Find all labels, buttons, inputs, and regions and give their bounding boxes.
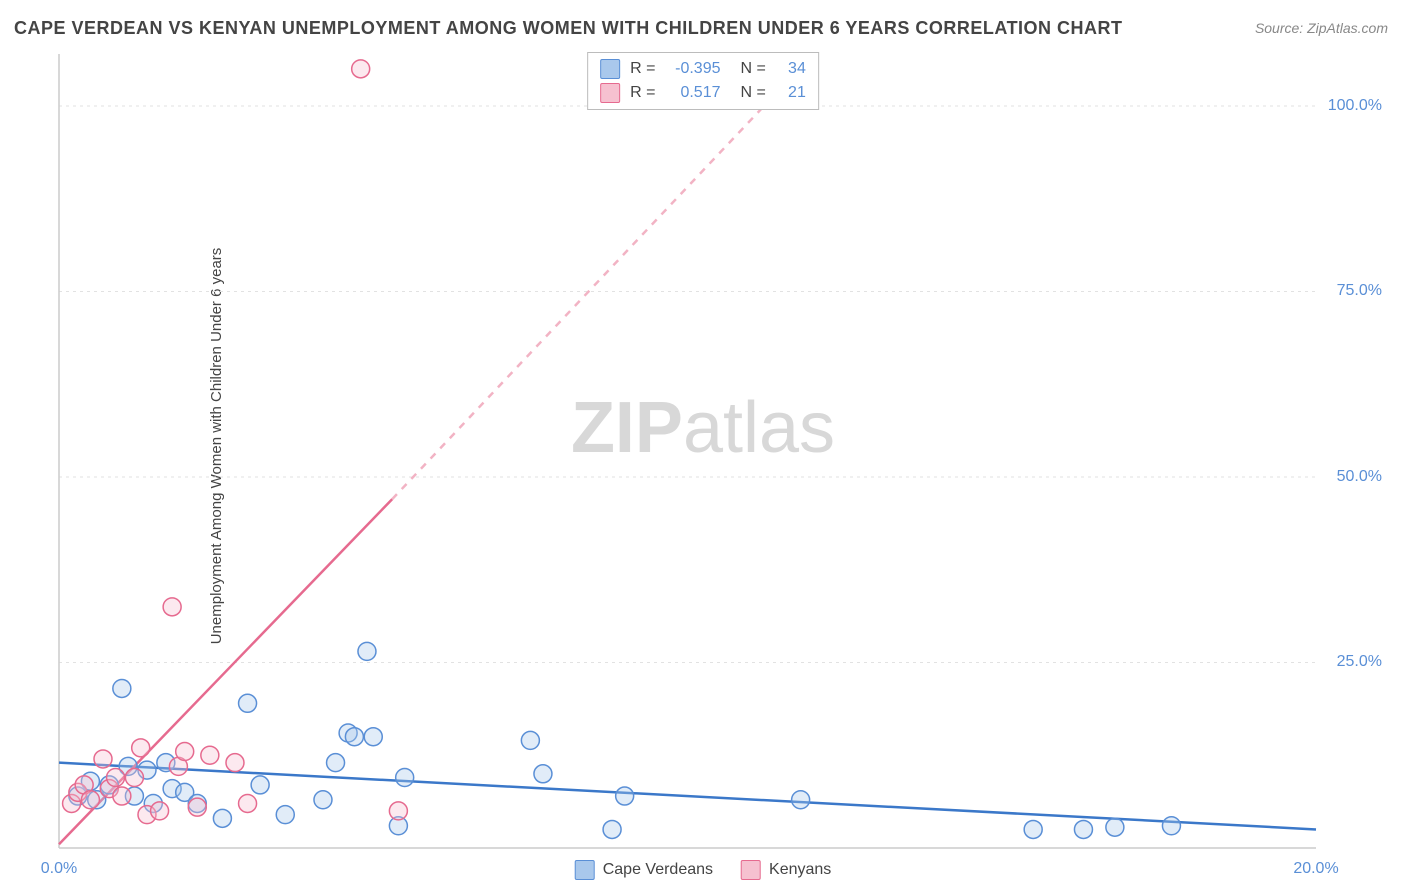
r-value: 0.517 [666,84,721,102]
y-tick-label: 50.0% [1337,468,1382,486]
legend-item: Cape Verdeans [575,860,713,880]
correlation-row: R = 0.517 N = 21 [600,81,806,105]
y-tick-label: 75.0% [1337,282,1382,300]
r-label: R = [630,60,655,78]
chart-title: CAPE VERDEAN VS KENYAN UNEMPLOYMENT AMON… [14,18,1123,39]
n-value: 21 [776,84,806,102]
legend-item: Kenyans [741,860,831,880]
swatch-icon [575,860,595,880]
legend-label: Cape Verdeans [603,861,713,879]
r-value: -0.395 [666,60,721,78]
correlation-row: R = -0.395 N = 34 [600,57,806,81]
swatch-icon [600,83,620,103]
n-label: N = [741,60,766,78]
y-tick-label: 100.0% [1328,97,1382,115]
r-label: R = [630,84,655,102]
swatch-icon [741,860,761,880]
n-value: 34 [776,60,806,78]
n-label: N = [741,84,766,102]
series-legend: Cape Verdeans Kenyans [575,860,832,880]
y-tick-label: 25.0% [1337,653,1382,671]
source-label: Source: ZipAtlas.com [1255,20,1388,36]
correlation-legend: R = -0.395 N = 34 R = 0.517 N = 21 [587,52,819,110]
swatch-icon [600,59,620,79]
x-tick-label: 20.0% [1293,860,1338,878]
x-tick-label: 0.0% [41,860,77,878]
legend-label: Kenyans [769,861,831,879]
plot-area: 25.0% 50.0% 75.0% 100.0% [55,50,1396,852]
chart-svg [55,50,1396,852]
